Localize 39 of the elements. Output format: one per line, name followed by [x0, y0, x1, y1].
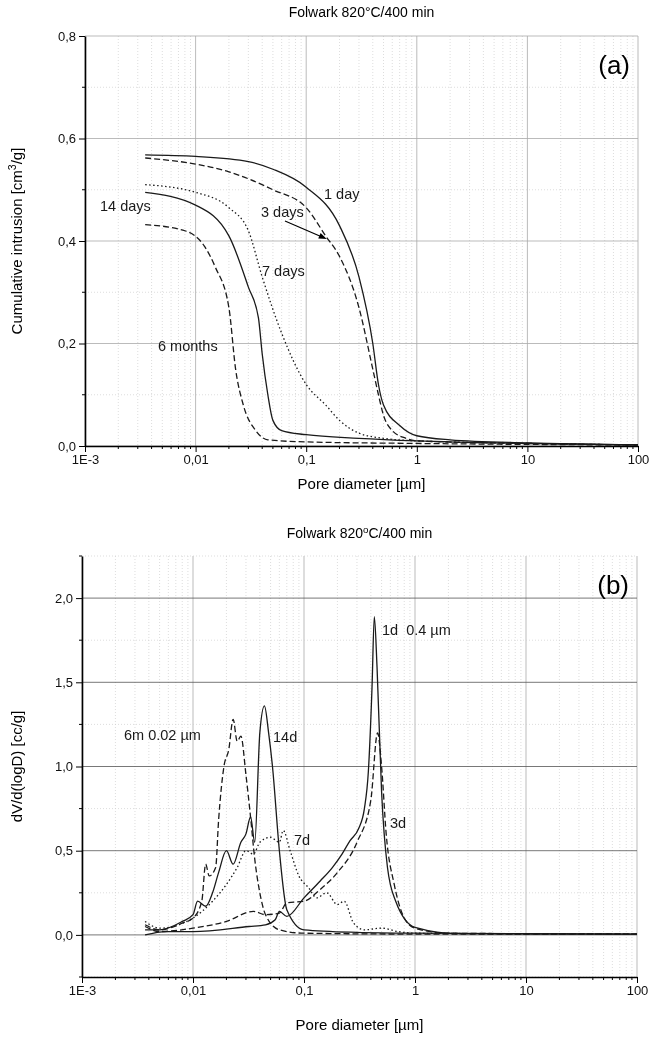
y-tick-label: 0,8	[57, 28, 76, 44]
x-tick-label: 1	[411, 983, 420, 999]
y-tick-label: 1,0	[54, 759, 73, 775]
x-tick-label: 0,1	[295, 983, 314, 999]
x-tick-label: 10	[519, 983, 534, 999]
x-tick-label: 1E-3	[71, 452, 100, 468]
annotation: (a)	[598, 50, 630, 80]
x-tick-label: 0,01	[180, 983, 207, 999]
series-label: 6 months	[158, 338, 218, 354]
x-tick-label: 100	[626, 983, 649, 999]
x-axis-title: Pore diameter [µm]	[297, 475, 426, 492]
x-tick-label: 1	[413, 452, 421, 468]
y-tick-label: 0,2	[57, 336, 76, 352]
y-tick-label: 0,0	[54, 927, 73, 943]
x-tick-label: 0,1	[297, 452, 316, 468]
series-label: 7d	[294, 832, 311, 848]
chart-title: Folwark 820°C/400 min	[288, 4, 435, 20]
x-tick-label: 100	[627, 452, 650, 468]
series-label: 3 days	[261, 204, 304, 220]
x-tick-label: 10	[520, 452, 536, 468]
annotation: (b)	[597, 570, 629, 600]
y-axis-title: dV/d(logD) [cc/g]	[8, 710, 25, 823]
x-tick-label: 1E-3	[68, 983, 97, 999]
y-tick-label: 0,0	[57, 438, 76, 454]
y-tick-label: 0,4	[57, 233, 76, 249]
series-label: 6m 0.02 µm	[124, 727, 201, 743]
y-tick-label: 0,5	[54, 843, 73, 859]
series-label: 14d	[273, 729, 298, 745]
series-label: 1d 0.4 µm	[382, 622, 451, 638]
series-label: 7 days	[262, 263, 305, 279]
chart-title: Folwark 820$^{o}$C/400 min	[286, 523, 433, 541]
series-label: 3d	[390, 815, 407, 831]
x-tick-label: 0,01	[183, 452, 209, 468]
y-tick-label: 1,5	[54, 674, 73, 690]
x-axis-title: Pore diameter [µm]	[295, 1016, 424, 1033]
y-tick-label: 0,6	[57, 131, 76, 147]
series-label: 14 days	[100, 198, 151, 214]
y-tick-label: 2,0	[54, 590, 73, 606]
series-label: 1 day	[324, 186, 361, 202]
